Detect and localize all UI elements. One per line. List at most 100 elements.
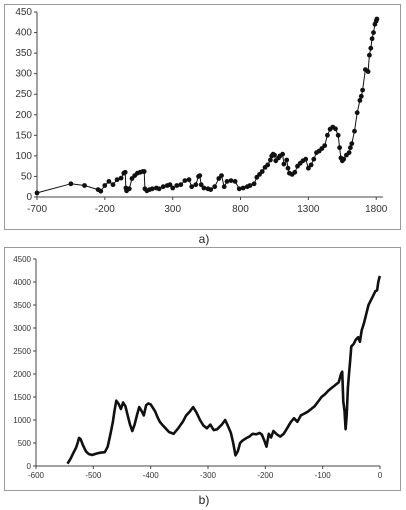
y-tick-label: 100	[15, 151, 32, 162]
data-point	[281, 161, 287, 167]
y-tick-label: 4500	[13, 255, 31, 264]
data-point	[259, 169, 265, 174]
x-tick-label: -400	[143, 471, 160, 480]
series-line	[36, 18, 378, 194]
data-point	[141, 169, 147, 174]
x-tick-label: 300	[164, 204, 181, 215]
data-point	[371, 30, 376, 35]
data-point	[285, 165, 291, 171]
data-point	[232, 179, 238, 184]
x-tick-label: 0	[378, 471, 383, 480]
chart-b: 0 500 1000 1500 2000 2500 3000 3500 4000 4500 -600…	[13, 255, 383, 480]
x-tick-label: 1800	[365, 204, 388, 215]
data-point	[149, 186, 155, 192]
y-tick-label: 500	[18, 439, 32, 448]
data-point	[106, 179, 112, 184]
x-tick-label: -700	[27, 204, 47, 215]
y-tick-label: 450	[15, 7, 32, 18]
data-point	[186, 177, 192, 183]
y-tick-label: 1500	[13, 393, 31, 402]
y-tick-label: 1000	[13, 416, 31, 425]
y-tick-label: 0	[27, 462, 32, 471]
caption-a: a)	[198, 232, 210, 246]
data-point	[348, 145, 353, 151]
data-point	[284, 157, 290, 163]
data-point	[352, 128, 357, 134]
data-point	[174, 183, 180, 188]
data-point	[170, 185, 176, 191]
chart-a: 0 50 100 150 200 250 300 350 400 450 -700 -200 300 80…	[15, 7, 388, 215]
x-tick-label: -500	[85, 471, 102, 480]
x-tick-label: 1300	[297, 204, 320, 215]
data-point	[167, 182, 173, 188]
data-point	[308, 162, 314, 168]
y-tick-label: 3500	[13, 301, 31, 310]
y-tick-label: 2000	[13, 370, 31, 379]
x-tick-label: -200	[257, 471, 274, 480]
data-point	[240, 185, 246, 191]
data-point	[365, 69, 371, 74]
data-point	[68, 181, 74, 187]
data-point	[360, 87, 365, 93]
data-point	[118, 175, 124, 181]
data-point	[212, 184, 218, 190]
data-point	[156, 186, 162, 192]
data-point	[98, 188, 104, 194]
x-tick-label: -300	[200, 471, 217, 480]
data-point	[236, 186, 242, 192]
data-point	[292, 169, 298, 175]
data-point	[110, 182, 116, 188]
data-point	[126, 186, 132, 192]
y-tick-label: 200	[15, 110, 32, 121]
data-point	[34, 190, 40, 196]
data-point	[374, 16, 380, 22]
series-line	[66, 275, 382, 465]
data-point	[333, 126, 338, 132]
y-tick-label: 2500	[13, 347, 31, 356]
caption-b: b)	[198, 493, 210, 507]
data-point	[358, 93, 364, 99]
data-point	[208, 187, 214, 193]
y-tick-label: 350	[15, 48, 32, 59]
data-point	[265, 162, 271, 168]
y-tick-label: 3000	[13, 324, 31, 333]
data-point	[268, 157, 273, 163]
data-point	[178, 182, 184, 188]
data-point	[306, 165, 311, 171]
y-tick-label: 150	[15, 130, 32, 141]
data-point	[368, 45, 374, 51]
y-tick-label: 300	[15, 69, 32, 80]
data-point	[311, 156, 317, 162]
x-tick-label: -200	[95, 204, 115, 215]
data-point	[325, 132, 330, 138]
data-point	[346, 150, 352, 156]
y-tick-label: 0	[26, 192, 32, 203]
data-point	[251, 181, 257, 187]
data-point	[221, 184, 227, 190]
data-point	[367, 52, 372, 58]
data-point	[102, 183, 108, 188]
data-point	[354, 110, 360, 116]
data-point	[160, 184, 166, 190]
data-point	[189, 184, 195, 190]
data-point	[369, 36, 375, 42]
chart-panel-a: 0 50 100 150 200 250 300 350 400 450 -700 -200 300 80…	[4, 4, 401, 230]
data-point	[201, 185, 207, 191]
data-point	[335, 132, 341, 138]
data-point	[349, 141, 355, 147]
data-point	[224, 179, 230, 184]
x-tick-label: -100	[315, 471, 332, 480]
data-point	[357, 98, 363, 103]
data-point	[322, 143, 328, 149]
data-point	[182, 178, 188, 184]
x-tick-label: 800	[232, 204, 249, 215]
data-point	[247, 183, 253, 188]
data-point	[280, 151, 285, 157]
chart-panel-b: 0 500 1000 1500 2000 2500 3000 3500 4000 4500 -600…	[4, 247, 401, 491]
y-tick-label: 250	[15, 89, 32, 100]
data-point	[122, 169, 128, 175]
data-point	[337, 145, 342, 151]
data-point	[303, 156, 309, 162]
data-point	[219, 173, 224, 179]
y-tick-label: 400	[15, 28, 32, 39]
